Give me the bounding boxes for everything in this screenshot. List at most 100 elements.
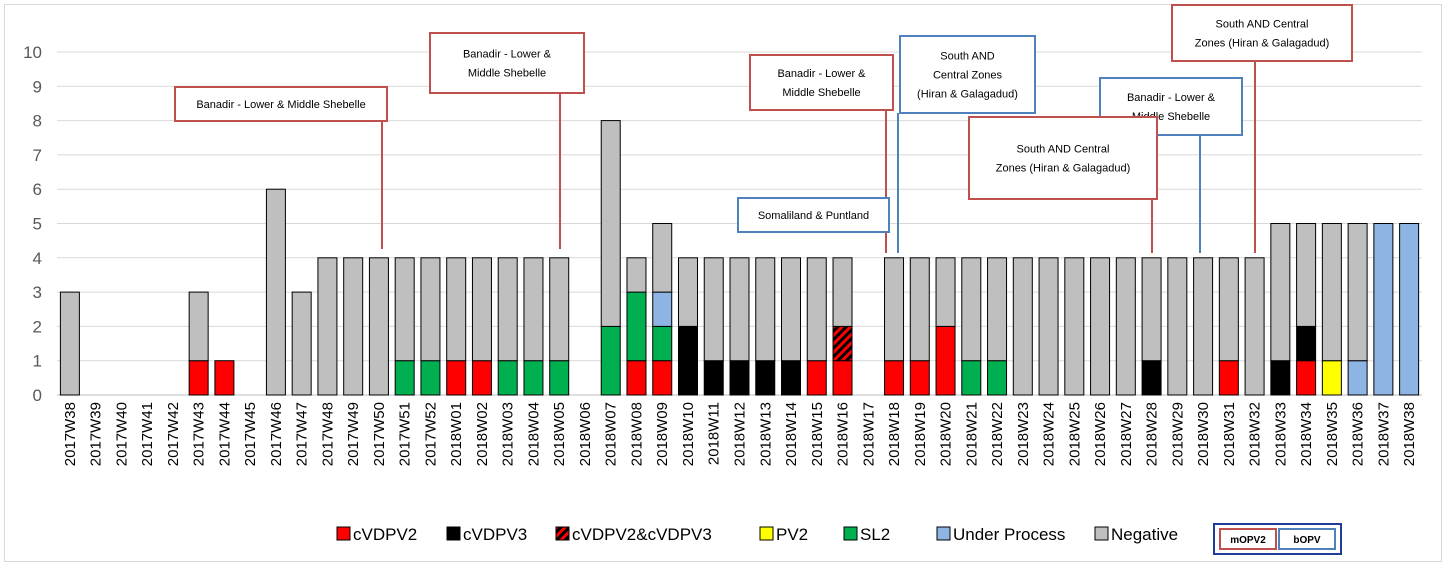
y-tick-label: 4 xyxy=(33,249,42,268)
x-tick-label: 2017W40 xyxy=(113,402,130,466)
y-tick-label: 6 xyxy=(33,180,42,199)
y-tick-label: 1 xyxy=(33,352,42,371)
legend-swatch xyxy=(759,526,774,541)
campaign-annotation: Banadir - Lower &Middle Shebelle xyxy=(749,54,894,253)
bar-segment-under-process xyxy=(1347,360,1368,396)
x-tick-label: 2017W45 xyxy=(242,402,259,466)
legend-item: Negative xyxy=(1094,525,1178,544)
annotation-box xyxy=(749,54,894,111)
x-tick-label: 2017W48 xyxy=(319,402,336,466)
bar-segment-cvdpv2 xyxy=(1296,360,1317,396)
x-tick-label: 2018W06 xyxy=(577,402,594,466)
x-tick-label: 2018W28 xyxy=(1144,402,1161,466)
bar-segment-negative xyxy=(884,257,905,362)
x-tick-label: 2018W30 xyxy=(1195,402,1212,466)
legend-swatch xyxy=(446,526,461,541)
y-tick-label: 10 xyxy=(23,43,42,62)
bar-segment-under-process xyxy=(1373,223,1394,396)
x-tick-label: 2018W18 xyxy=(886,402,903,466)
bar-segment-negative xyxy=(1296,223,1317,327)
bar-segment-cvdpv2 xyxy=(471,360,492,396)
bar-segment-negative xyxy=(471,257,492,362)
annotation-text: Middle Shebelle xyxy=(468,68,546,80)
bar-segment-pv2 xyxy=(1321,360,1342,396)
y-tick-label: 0 xyxy=(33,386,42,405)
bar-segment-negative xyxy=(188,291,209,362)
x-tick-label: 2018W37 xyxy=(1375,402,1392,466)
bar-segment-negative xyxy=(909,257,930,362)
legend-label: cVDPV3 xyxy=(463,525,527,544)
x-tick-label: 2018W09 xyxy=(654,402,671,466)
annotation-text: (Hiran & Galagadud) xyxy=(917,89,1018,101)
bar-segment-cvdpv2 xyxy=(832,360,853,396)
bar-segment-cvdpv2 xyxy=(188,360,209,396)
chart-frame xyxy=(4,4,1442,562)
x-tick-label: 2018W21 xyxy=(963,402,980,466)
x-tick-label: 2018W03 xyxy=(500,402,517,466)
campaign-annotation: South AND Central Zones (Hiran & Galagadud… xyxy=(897,35,1036,253)
campaign-annotation: Banadir - Lower & Middle Shebelle xyxy=(174,86,388,249)
x-tick-label: 2018W23 xyxy=(1015,402,1032,466)
x-tick-label: 2017W39 xyxy=(88,402,105,466)
bar-segment-cvdpv2 xyxy=(652,360,673,396)
bar-segment-sl2 xyxy=(600,325,621,396)
campaign-key-item: mOPV2 xyxy=(1219,528,1277,550)
campaign-annotation: South AND Central Zones (Hiran & Galagadu… xyxy=(968,116,1158,253)
bar-segment-cvdpv3 xyxy=(781,360,802,396)
bar-segment-negative xyxy=(987,257,1008,362)
x-tick-label: 2017W46 xyxy=(268,402,285,466)
x-tick-label: 2017W43 xyxy=(191,402,208,466)
bar-segment-negative xyxy=(1193,257,1214,396)
x-tick-label: 2017W38 xyxy=(62,402,79,466)
legend-item: Under Process xyxy=(936,525,1065,544)
bar-segment-sl2 xyxy=(523,360,544,396)
bar-segment-negative xyxy=(1141,257,1162,362)
x-tick-label: 2018W25 xyxy=(1066,402,1083,466)
legend-item: cVDPV2 xyxy=(336,525,417,544)
bar-segment-negative xyxy=(343,257,364,396)
bar-segment-cvdpv2 xyxy=(909,360,930,396)
bar-segment-negative xyxy=(265,188,286,396)
bars xyxy=(59,120,1420,396)
bar-segment-negative xyxy=(1064,257,1085,396)
y-tick-label: 7 xyxy=(33,146,42,165)
annotation-text: Banadir - Lower & Middle Shebelle xyxy=(196,99,365,111)
y-tick-label: 5 xyxy=(33,215,42,234)
x-tick-label: 2018W29 xyxy=(1169,402,1186,466)
campaign-key: mOPV2 bOPV xyxy=(1213,523,1342,555)
annotation-text: Zones (Hiran & Galagadud) xyxy=(1195,38,1330,50)
bar-segment-sl2 xyxy=(497,360,518,396)
bar-segment-negative xyxy=(1012,257,1033,396)
annotation-box xyxy=(429,32,585,94)
bar-segment-negative xyxy=(1090,257,1111,396)
bar-segment-negative xyxy=(368,257,389,396)
campaign-key-item: bOPV xyxy=(1278,528,1336,550)
campaign-key-label: mOPV2 xyxy=(1230,535,1266,546)
y-tick-label: 8 xyxy=(33,112,42,131)
legend-swatch xyxy=(936,526,951,541)
bar-segment-negative xyxy=(600,120,621,327)
bar-segment-cvdpv2 xyxy=(935,325,956,396)
annotation-box xyxy=(899,35,1036,114)
x-tick-label: 2018W34 xyxy=(1298,402,1315,466)
y-axis-ticks: 0 1 2 3 4 5 6 7 8 9 10 xyxy=(23,43,42,405)
x-tick-label: 2017W50 xyxy=(371,402,388,466)
bar-segment-negative xyxy=(729,257,750,362)
campaign-annotation: Banadir - Lower &Middle Shebelle xyxy=(429,32,585,249)
x-tick-label: 2017W49 xyxy=(345,402,362,466)
bar-segment-sl2 xyxy=(420,360,441,396)
bar-segment-negative xyxy=(1218,257,1239,362)
bar-segment-cvdpv3 xyxy=(729,360,750,396)
x-tick-label: 2018W16 xyxy=(835,402,852,466)
campaign-annotation: Banadir - Lower &Middle Shebelle xyxy=(1099,77,1243,253)
x-tick-label: 2018W26 xyxy=(1092,402,1109,466)
annotation-text: South AND Central xyxy=(1017,144,1110,156)
x-tick-label: 2018W04 xyxy=(525,402,542,466)
x-tick-label: 2018W27 xyxy=(1118,402,1135,466)
bar-segment-sl2 xyxy=(961,360,982,396)
bar-segment-negative xyxy=(1321,223,1342,362)
x-tick-label: 2018W12 xyxy=(732,402,749,466)
bar-segment-negative xyxy=(549,257,570,362)
legend-label: SL2 xyxy=(860,525,890,544)
annotation-text: Central Zones xyxy=(933,70,1003,82)
